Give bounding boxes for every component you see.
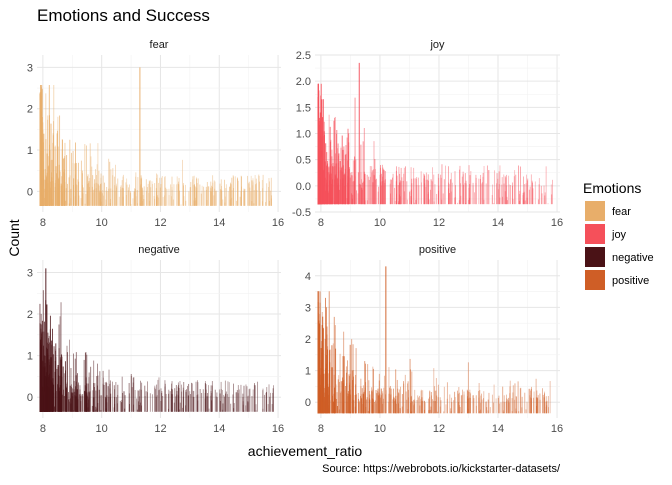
x-tick-label: 12 — [433, 423, 445, 435]
legend-label: fear — [612, 206, 631, 218]
strip-label-joy: joy — [429, 39, 445, 51]
y-tick-label: 1 — [27, 145, 33, 157]
bars-negative — [39, 268, 274, 412]
x-tick-label: 10 — [96, 217, 108, 229]
x-axis-label: achievement_ratio — [248, 443, 363, 459]
x-tick-label: 10 — [374, 423, 386, 435]
y-axis-label: Count — [6, 219, 22, 256]
y-tick-label: 3 — [27, 267, 33, 279]
x-tick-label: 16 — [551, 217, 563, 229]
legend-swatch — [585, 247, 605, 267]
y-tick-label: 2.5 — [296, 50, 311, 62]
x-tick-label: 12 — [433, 217, 445, 229]
y-tick-label: 1 — [305, 366, 311, 378]
x-tick-label: 16 — [272, 217, 284, 229]
y-tick-label: 0 — [27, 392, 33, 404]
strip-label-fear: fear — [150, 39, 169, 51]
legend-item-joy: joy — [585, 224, 627, 244]
panel-joy: 8 10 12 14 16 -0.5 0.0 0.5 1.0 1.5 2.0 2.5 joy — [292, 39, 563, 229]
y-tick-label: 2 — [27, 309, 33, 321]
strip-label-negative: negative — [138, 244, 180, 256]
x-tick-label: 12 — [154, 423, 166, 435]
legend-swatch — [585, 270, 605, 290]
x-tick-label: 12 — [154, 217, 166, 229]
x-tick-label: 14 — [213, 217, 225, 229]
bars-joy — [317, 62, 553, 205]
x-tick-label: 8 — [40, 217, 46, 229]
y-tick-label: 2 — [305, 334, 311, 346]
bars-positive — [317, 266, 551, 414]
y-tick-label: 1 — [27, 351, 33, 363]
legend-item-negative: negative — [585, 247, 654, 267]
x-tick-label: 10 — [374, 217, 386, 229]
legend-swatch — [585, 224, 605, 244]
legend-label: negative — [612, 252, 654, 264]
x-tick-label: 8 — [40, 423, 46, 435]
x-tick-label: 16 — [272, 423, 284, 435]
y-tick-label: 2.0 — [296, 76, 311, 88]
y-tick-label: -0.5 — [292, 207, 311, 219]
bars-fear — [39, 67, 272, 206]
x-tick-label: 10 — [96, 423, 108, 435]
legend-swatch — [585, 201, 605, 221]
y-tick-label: 0.0 — [296, 181, 311, 193]
legend-title: Emotions — [583, 180, 641, 196]
legend-item-positive: positive — [585, 270, 649, 290]
y-tick-label: 1.0 — [296, 129, 311, 141]
legend-item-fear: fear — [585, 201, 631, 221]
y-tick-label: 3 — [305, 302, 311, 314]
x-tick-label: 14 — [492, 217, 504, 229]
x-tick-label: 14 — [213, 423, 225, 435]
strip-label-positive: positive — [419, 244, 456, 256]
y-tick-label: 1.5 — [296, 102, 311, 114]
x-tick-label: 8 — [318, 423, 324, 435]
legend: Emotions fear joy negative positive — [583, 180, 654, 290]
y-tick-label: 2 — [27, 104, 33, 116]
x-tick-label: 14 — [492, 423, 504, 435]
y-tick-label: 3 — [27, 62, 33, 74]
chart-title: Emotions and Success — [37, 6, 210, 25]
source-caption: Source: https://webrobots.io/kickstarter… — [322, 463, 561, 475]
y-tick-label: 0 — [305, 397, 311, 409]
y-tick-label: 0.5 — [296, 155, 311, 167]
legend-label: positive — [612, 275, 649, 287]
y-tick-label: 4 — [305, 271, 311, 283]
y-tick-label: 0 — [27, 186, 33, 198]
legend-label: joy — [611, 229, 627, 241]
x-tick-label: 8 — [318, 217, 324, 229]
x-tick-label: 16 — [551, 423, 563, 435]
